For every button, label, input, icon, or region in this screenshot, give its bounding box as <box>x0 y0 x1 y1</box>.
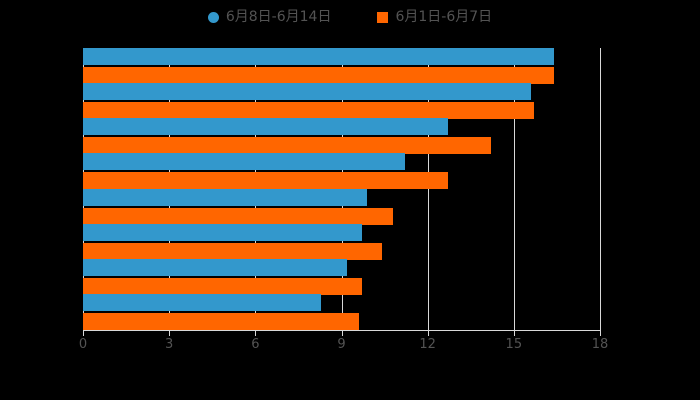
x-tick-2 <box>255 331 257 336</box>
bar-6-0[interactable] <box>83 259 348 277</box>
x-tick-0 <box>83 331 84 336</box>
x-tick-label-5: 15 <box>505 337 523 352</box>
legend-square-icon <box>377 11 389 23</box>
bar-2-1[interactable] <box>83 137 491 155</box>
bar-3-0[interactable] <box>83 153 405 171</box>
bar-0-0[interactable] <box>83 47 555 65</box>
x-tick-4 <box>427 331 429 336</box>
bar-7-1[interactable] <box>83 313 359 331</box>
bar-1-1[interactable] <box>83 101 534 119</box>
bar-4-0[interactable] <box>83 188 368 206</box>
chart-legend: 6月8日-6月14日 6月1日-6月7日 <box>0 10 700 24</box>
bar-7-0[interactable] <box>83 294 322 312</box>
bar-5-0[interactable] <box>83 223 362 241</box>
x-tick-label-1: 3 <box>165 337 174 352</box>
x-tick-label-4: 12 <box>419 337 436 352</box>
x-tick-1 <box>169 331 171 336</box>
bar-5-1[interactable] <box>83 242 382 260</box>
bar-4-1[interactable] <box>83 207 394 225</box>
bar-2-0[interactable] <box>83 118 448 136</box>
bar-0-1[interactable] <box>83 66 555 84</box>
legend-label: 6月8日-6月14日 <box>225 9 332 25</box>
bar-6-1[interactable] <box>83 278 362 296</box>
x-tick-6 <box>600 331 601 336</box>
legend-label: 6月1日-6月7日 <box>395 9 493 25</box>
gridline-x-6 <box>600 48 601 330</box>
legend-item-1[interactable]: 6月1日-6月7日 <box>377 10 492 24</box>
plot-area <box>83 47 601 331</box>
legend-dot-icon <box>207 11 219 23</box>
x-tick-3 <box>341 331 343 336</box>
gridline-x-5 <box>513 48 515 330</box>
x-tick-label-6: 18 <box>591 337 609 352</box>
bar-3-1[interactable] <box>83 172 448 190</box>
x-tick-label-0: 0 <box>78 337 88 352</box>
legend-item-0[interactable]: 6月8日-6月14日 <box>207 9 332 25</box>
x-tick-5 <box>513 331 515 336</box>
x-tick-label-3: 9 <box>337 337 346 352</box>
x-axis-line <box>83 330 601 331</box>
bar-1-0[interactable] <box>83 82 532 100</box>
x-tick-label-2: 6 <box>251 337 260 352</box>
